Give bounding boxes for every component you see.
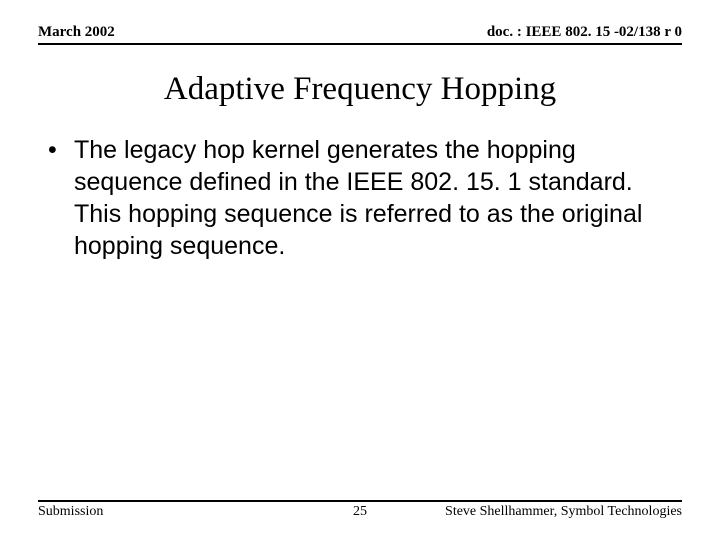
slide-title: Adaptive Frequency Hopping bbox=[38, 71, 682, 108]
footer-page-number: 25 bbox=[353, 504, 367, 520]
bullet-text: The legacy hop kernel generates the hopp… bbox=[74, 134, 676, 262]
header-doc-ref: doc. : IEEE 802. 15 -02/138 r 0 bbox=[487, 24, 682, 41]
bullet-marker: • bbox=[44, 134, 74, 166]
bullet-item: • The legacy hop kernel generates the ho… bbox=[44, 134, 676, 262]
header-row: March 2002 doc. : IEEE 802. 15 -02/138 r… bbox=[38, 24, 682, 45]
header-date: March 2002 bbox=[38, 24, 115, 41]
slide-page: March 2002 doc. : IEEE 802. 15 -02/138 r… bbox=[0, 0, 720, 540]
footer-left: Submission bbox=[38, 504, 103, 520]
body-area: • The legacy hop kernel generates the ho… bbox=[38, 134, 682, 500]
footer-right: Steve Shellhammer, Symbol Technologies bbox=[445, 504, 682, 520]
